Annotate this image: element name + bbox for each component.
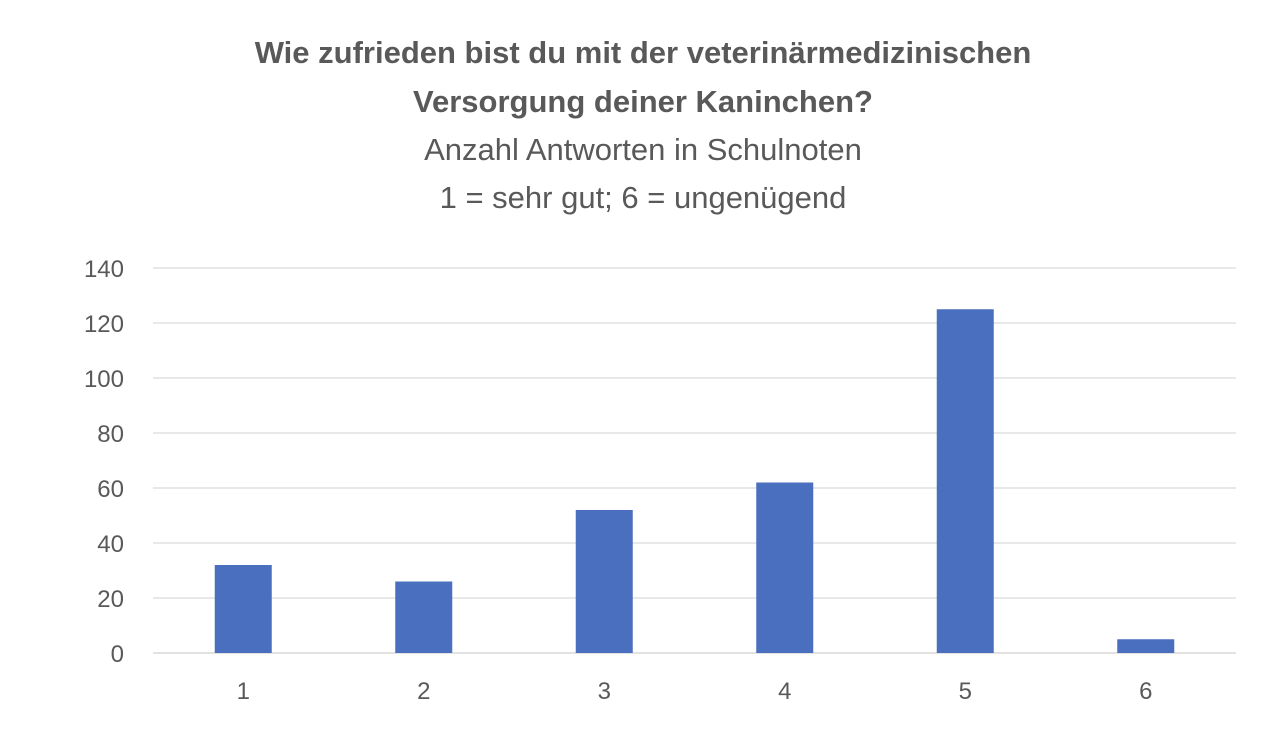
x-tick-label: 6 <box>1139 678 1152 705</box>
chart-title: Wie zufrieden bist du mit der veterinärm… <box>254 35 1032 119</box>
x-axis-tick-labels: 1 2 3 4 5 6 <box>237 678 1153 705</box>
bar-4 <box>756 482 814 653</box>
y-tick-label: 100 <box>84 366 124 393</box>
x-tick-label: 1 <box>237 678 250 705</box>
y-tick-label: 20 <box>97 586 124 613</box>
y-tick-label: 0 <box>111 641 124 668</box>
bars <box>214 309 1175 653</box>
y-tick-label: 60 <box>97 476 124 503</box>
y-tick-label: 40 <box>97 531 124 558</box>
x-tick-label: 5 <box>959 678 972 705</box>
y-tick-label: 120 <box>84 311 124 338</box>
y-tick-label: 80 <box>97 421 124 448</box>
chart-subtitle-line-1: Anzahl Antworten in Schulnoten <box>424 132 862 167</box>
chart-subtitle-line-2: 1 = sehr gut; 6 = ungenügend <box>439 180 847 215</box>
bar-5 <box>936 309 994 653</box>
bar-3 <box>575 510 633 653</box>
bar-6 <box>1117 639 1175 653</box>
bar-1 <box>214 565 272 653</box>
x-tick-label: 2 <box>417 678 430 705</box>
gridlines <box>153 267 1236 654</box>
bar-2 <box>395 581 453 653</box>
y-axis-tick-labels: 0 20 40 60 80 100 120 140 <box>84 256 124 668</box>
y-tick-label: 140 <box>84 256 124 283</box>
title-block: Wie zufrieden bist du mit der veterinärm… <box>0 28 1286 222</box>
x-tick-label: 3 <box>598 678 611 705</box>
x-tick-label: 4 <box>778 678 791 705</box>
